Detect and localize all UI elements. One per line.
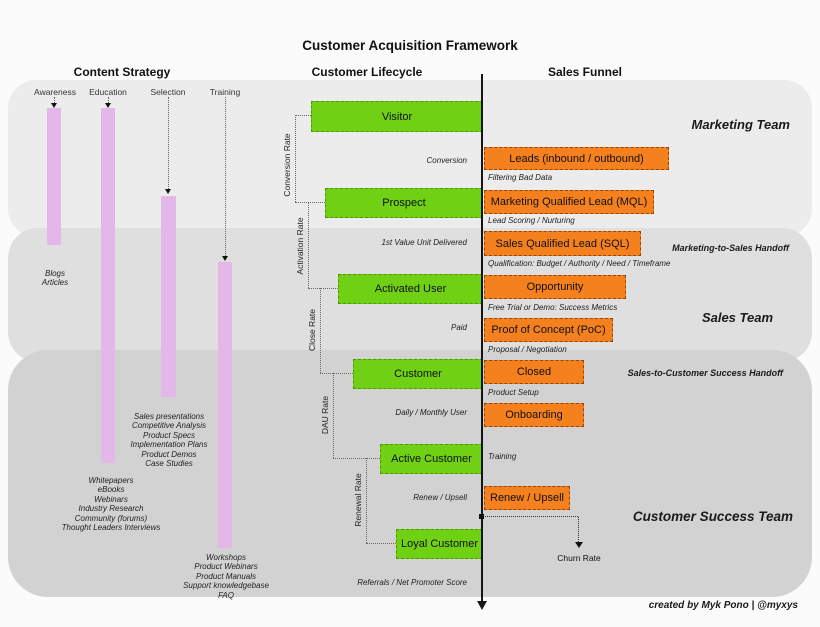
track-leader-training [225, 97, 226, 256]
churn-rate-label: Churn Rate [557, 553, 601, 563]
funnel-stage-closed: Closed [484, 360, 584, 384]
list-item: Competitive Analysis [132, 421, 206, 431]
arrow-down-icon [165, 189, 171, 194]
lifecycle-annotation-daily-monthly: Daily / Monthly User [395, 408, 467, 417]
funnel-stage-opportunity: Opportunity [484, 275, 626, 299]
funnel-stage-renew-upsell: Renew / Upsell [484, 486, 570, 510]
list-item: Implementation Plans [130, 440, 208, 450]
team-label-marketing: Marketing Team [691, 117, 791, 132]
list-item: Support knowledgebase [183, 581, 269, 591]
churn-connector-h [485, 516, 578, 517]
list-item: Product Specs [142, 430, 196, 440]
funnel-annotation-qualification: Qualification: Budget / Authority / Need… [488, 259, 671, 268]
list-item: Articles [41, 278, 69, 288]
track-label-education: Education [89, 87, 127, 97]
lifecycle-annotation-first-value: 1st Value Unit Delivered [381, 238, 467, 247]
funnel-stage-poc: Proof of Concept (PoC) [484, 318, 613, 342]
funnel-stage-mql: Marketing Qualified Lead (MQL) [484, 190, 654, 214]
lifecycle-stage-visitor: Visitor [311, 101, 483, 132]
bracket-line [320, 288, 338, 289]
list-item: Thought Leaders Interviews [61, 523, 161, 533]
bracket-line [366, 458, 367, 543]
list-item: Industry Research [78, 504, 144, 514]
bracket-line [320, 288, 321, 373]
bracket-line [295, 115, 311, 116]
list-item: Sales presentations [133, 412, 205, 421]
list-item: eBooks [97, 485, 125, 495]
bracket-line [366, 543, 396, 544]
down-arrow-icon [477, 601, 487, 610]
funnel-stage-onboarding: Onboarding [484, 403, 584, 427]
content-list-awareness: Blogs Articles [15, 269, 95, 288]
arrow-down-icon [222, 256, 228, 261]
lifecycle-stage-activated-user: Activated User [338, 274, 483, 304]
lifecycle-stage-active-customer: Active Customer [380, 444, 483, 474]
funnel-annotation-lead-scoring: Lead Scoring / Nurturing [488, 216, 575, 225]
content-list-selection: Sales presentations Competitive Analysis… [109, 412, 229, 468]
page-title: Customer Acquisition Framework [302, 38, 518, 53]
lifecycle-annotation-renew-upsell: Renew / Upsell [413, 493, 467, 502]
down-arrow-icon [575, 542, 583, 548]
list-item: Product Manuals [195, 571, 257, 581]
lifecycle-annotation-referrals: Referrals / Net Promoter Score [357, 578, 467, 587]
content-bar-selection [161, 196, 176, 397]
content-list-training: Workshops Product Webinars Product Manua… [156, 553, 296, 600]
header-sales-funnel: Sales Funnel [547, 65, 623, 79]
track-leader-selection [168, 97, 169, 189]
list-item: Blogs [44, 269, 65, 278]
rate-label-conversion-rate: Conversion Rate [282, 133, 292, 197]
funnel-stage-leads: Leads (inbound / outbound) [484, 147, 669, 170]
funnel-stage-sql: Sales Qualified Lead (SQL) [484, 231, 641, 256]
content-bar-training [218, 262, 232, 548]
lifecycle-annotation-conversion: Conversion [426, 156, 467, 165]
content-list-education: Whitepapers eBooks Webinars Industry Res… [41, 476, 181, 532]
bracket-line [333, 373, 334, 458]
header-content-strategy: Content Strategy [73, 65, 171, 79]
main-axis-line [481, 74, 483, 602]
team-label-customer-success: Customer Success Team [632, 509, 793, 524]
content-bar-awareness [47, 108, 61, 245]
team-label-m2s-handoff: Marketing-to-Sales Handoff [672, 243, 789, 253]
credit-text: created by Myk Pono | @myxys [648, 600, 798, 611]
arrow-down-icon [105, 103, 111, 108]
header-customer-lifecycle: Customer Lifecycle [311, 65, 423, 79]
team-label-sales: Sales Team [701, 310, 773, 325]
lifecycle-stage-prospect: Prospect [325, 188, 483, 218]
list-item: Workshops [205, 553, 246, 562]
list-item: FAQ [218, 590, 234, 600]
funnel-annotation-training: Training [488, 452, 517, 461]
funnel-annotation-filtering: Filtering Bad Data [488, 173, 553, 182]
list-item: Product Demos [141, 449, 197, 459]
bracket-line [308, 202, 309, 288]
lifecycle-stage-loyal-customer: Loyal Customer [396, 529, 483, 559]
list-item: Case Studies [145, 459, 193, 469]
funnel-annotation-product-setup: Product Setup [488, 388, 539, 397]
track-label-awareness: Awareness [34, 87, 76, 97]
team-label-s2c-handoff: Sales-to-Customer Success Handoff [627, 368, 783, 378]
churn-marker [479, 514, 484, 519]
churn-connector-v [578, 517, 579, 542]
list-item: Webinars [94, 494, 128, 504]
arrow-down-icon [51, 103, 57, 108]
funnel-annotation-free-trial: Free Trial or Demo: Success Metrics [488, 303, 618, 312]
bracket-line [308, 202, 325, 203]
list-item: Whitepapers [88, 476, 134, 485]
track-leader-awareness [54, 97, 55, 103]
bracket-line [295, 115, 296, 202]
track-leader-education [108, 97, 109, 103]
list-item: Product Webinars [194, 562, 258, 572]
lifecycle-annotation-paid: Paid [450, 323, 467, 332]
track-label-training: Training [209, 87, 241, 97]
list-item: Community (forums) [74, 513, 148, 523]
funnel-annotation-proposal: Proposal / Negotiation [488, 345, 567, 354]
track-label-selection: Selection [150, 87, 186, 97]
bracket-line [333, 458, 380, 459]
content-bar-education [101, 108, 115, 463]
bracket-line [366, 458, 380, 459]
bracket-line [333, 373, 353, 374]
lifecycle-stage-customer: Customer [353, 359, 483, 389]
